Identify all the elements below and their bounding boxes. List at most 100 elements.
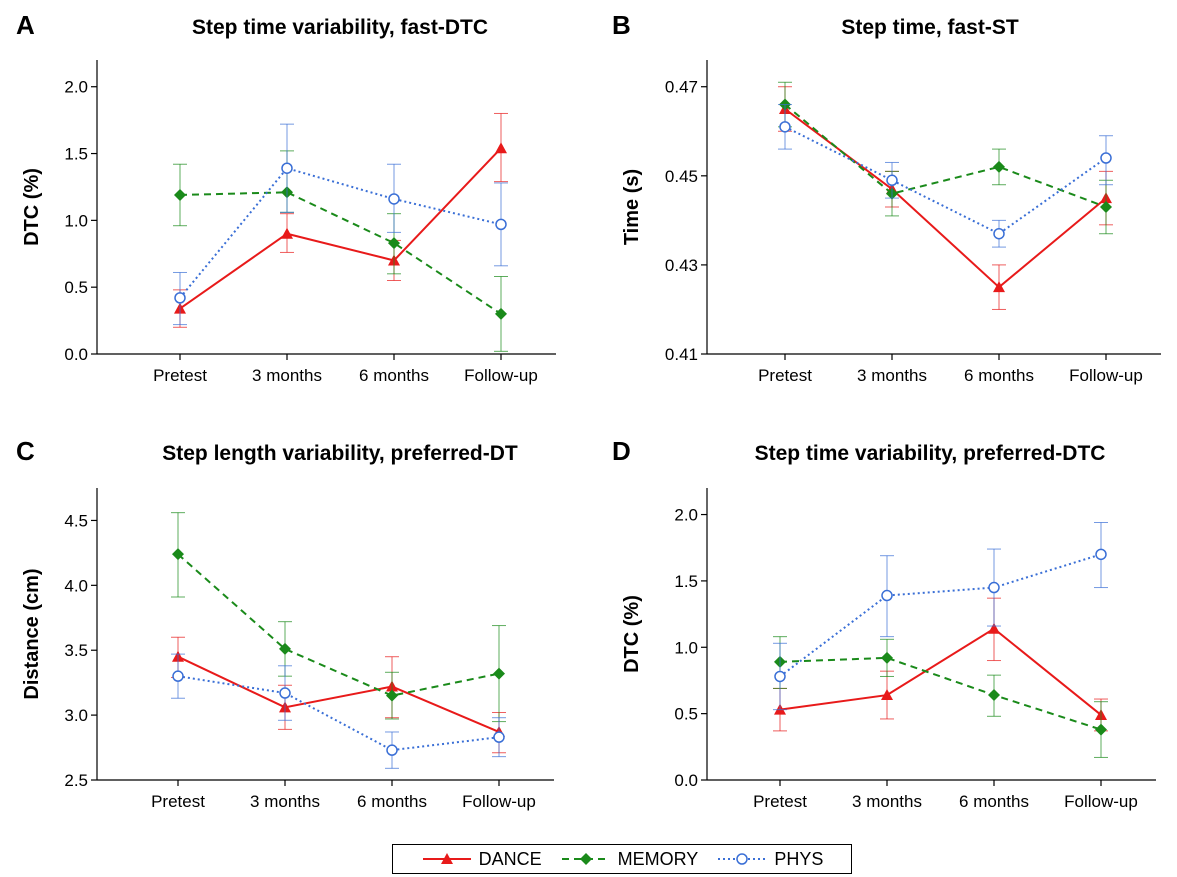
data-point-memory [881, 651, 893, 664]
series-line-phys [179, 167, 502, 299]
y-tick-label: 0.41 [665, 345, 698, 364]
data-point-memory [993, 160, 1005, 173]
series-dance [773, 597, 1108, 732]
panel-title-a: Step time variability, fast-DTC [191, 16, 488, 39]
data-point-memory [493, 667, 505, 680]
series-dance [778, 86, 1113, 310]
y-tick-label: 0.47 [665, 78, 698, 97]
y-tick-label: 4.0 [64, 576, 88, 595]
data-point-memory [174, 188, 186, 201]
data-point-phys [174, 292, 186, 304]
x-tick-label: 3 months [252, 366, 322, 385]
x-tick-label: 3 months [250, 792, 320, 811]
data-point-phys [988, 581, 1000, 594]
x-tick-label: 6 months [357, 792, 427, 811]
data-point-phys [388, 193, 400, 205]
x-tick-label: Follow-up [462, 792, 536, 811]
panel-letter-a: A [16, 10, 35, 40]
legend-swatch-phys [718, 853, 767, 865]
legend-swatch-dance [422, 853, 471, 864]
y-tick-label: 0.43 [665, 256, 698, 275]
series-line-dance [779, 627, 1102, 716]
chart-panel-c: 2.5 3.0 3.5 4.0 4.5 Pretest 3 months 6 months Fo… [21, 488, 554, 811]
chart-panel-b: 0.41 0.43 0.45 0.47 Pretest 3 months 6 months F… [621, 60, 1161, 385]
y-tick-label: 3.0 [64, 706, 88, 725]
data-point-phys [386, 744, 398, 756]
series-line-phys [779, 553, 1102, 678]
data-point-phys [172, 670, 184, 682]
x-tick-label: Follow-up [464, 366, 538, 385]
series-memory [171, 512, 506, 723]
x-tick-label: 3 months [852, 792, 922, 811]
panel-title-d: Step time variability, preferred-DTC [754, 442, 1106, 465]
legend-item-dance: DANCE [421, 849, 542, 870]
data-point-memory [988, 689, 1000, 702]
data-point-phys [886, 174, 898, 187]
data-point-phys [774, 670, 786, 683]
panel-title-b: Step time, fast-ST [841, 16, 1019, 39]
x-tick-label: 6 months [959, 792, 1029, 811]
data-point-phys [881, 589, 893, 602]
series-dance [171, 636, 506, 754]
y-tick-label: 2.0 [64, 78, 88, 97]
legend: DANCE MEMORY PHYS [392, 844, 852, 874]
panel-letter-d: D [612, 436, 631, 466]
y-tick-label: 1.0 [64, 211, 88, 230]
data-point-phys [779, 121, 791, 133]
y-tick-label: 0.0 [674, 771, 698, 790]
x-tick-label: Pretest [753, 792, 807, 811]
y-tick-label: 0.0 [64, 345, 88, 364]
data-point-dance [988, 622, 1000, 634]
panel-letter-b: B [612, 10, 631, 40]
y-tick-label: 2.5 [64, 771, 88, 790]
data-point-memory [279, 642, 291, 655]
data-point-phys [493, 731, 505, 743]
data-point-memory [388, 237, 400, 250]
data-point-dance [993, 281, 1005, 293]
x-tick-label: 6 months [359, 366, 429, 385]
legend-label-phys: PHYS [774, 848, 824, 869]
data-point-phys [1100, 152, 1112, 164]
series-phys [773, 522, 1108, 711]
y-tick-label: 4.5 [64, 511, 88, 530]
data-point-phys [495, 218, 507, 231]
y-tick-label: 3.5 [64, 641, 88, 660]
series-line-phys [177, 675, 500, 752]
data-point-memory [1100, 201, 1112, 213]
data-point-memory [386, 689, 398, 702]
data-point-dance [881, 689, 893, 701]
y-tick-label: 0.45 [665, 167, 698, 186]
y-axis-label: DTC (%) [621, 595, 643, 673]
series-line-memory [779, 656, 1102, 731]
y-tick-label: 1.5 [674, 572, 698, 591]
legend-swatch-memory [561, 853, 610, 865]
data-point-phys [281, 162, 293, 174]
series-line-memory [784, 103, 1107, 208]
x-tick-label: Pretest [151, 792, 205, 811]
series-dance [173, 112, 508, 328]
panel-letter-c: C [16, 436, 35, 466]
chart-panel-d: 0.0 0.5 1.0 1.5 2.0 Pretest 3 months 6 months Fo… [621, 488, 1156, 811]
series-phys [171, 653, 506, 769]
y-tick-label: 0.5 [674, 705, 698, 724]
x-tick-label: 3 months [857, 366, 927, 385]
y-axis-label: DTC (%) [21, 168, 43, 246]
series-phys [173, 123, 508, 326]
y-tick-label: 1.5 [64, 145, 88, 164]
series-line-dance [177, 655, 500, 733]
data-point-memory [1095, 723, 1107, 736]
series-memory [773, 636, 1108, 758]
panel-title-c: Step length variability, preferred-DT [162, 442, 518, 465]
data-point-dance [281, 227, 293, 239]
x-tick-label: Follow-up [1064, 792, 1138, 811]
data-point-phys [993, 227, 1005, 240]
series-line-memory [179, 191, 502, 315]
data-point-memory [172, 548, 184, 561]
legend-item-phys: PHYS [716, 849, 823, 870]
x-tick-label: Pretest [758, 366, 812, 385]
series-line-memory [177, 553, 500, 697]
legend-item-memory: MEMORY [560, 849, 698, 870]
x-tick-label: 6 months [964, 366, 1034, 385]
y-axis-label: Distance (cm) [21, 568, 43, 699]
